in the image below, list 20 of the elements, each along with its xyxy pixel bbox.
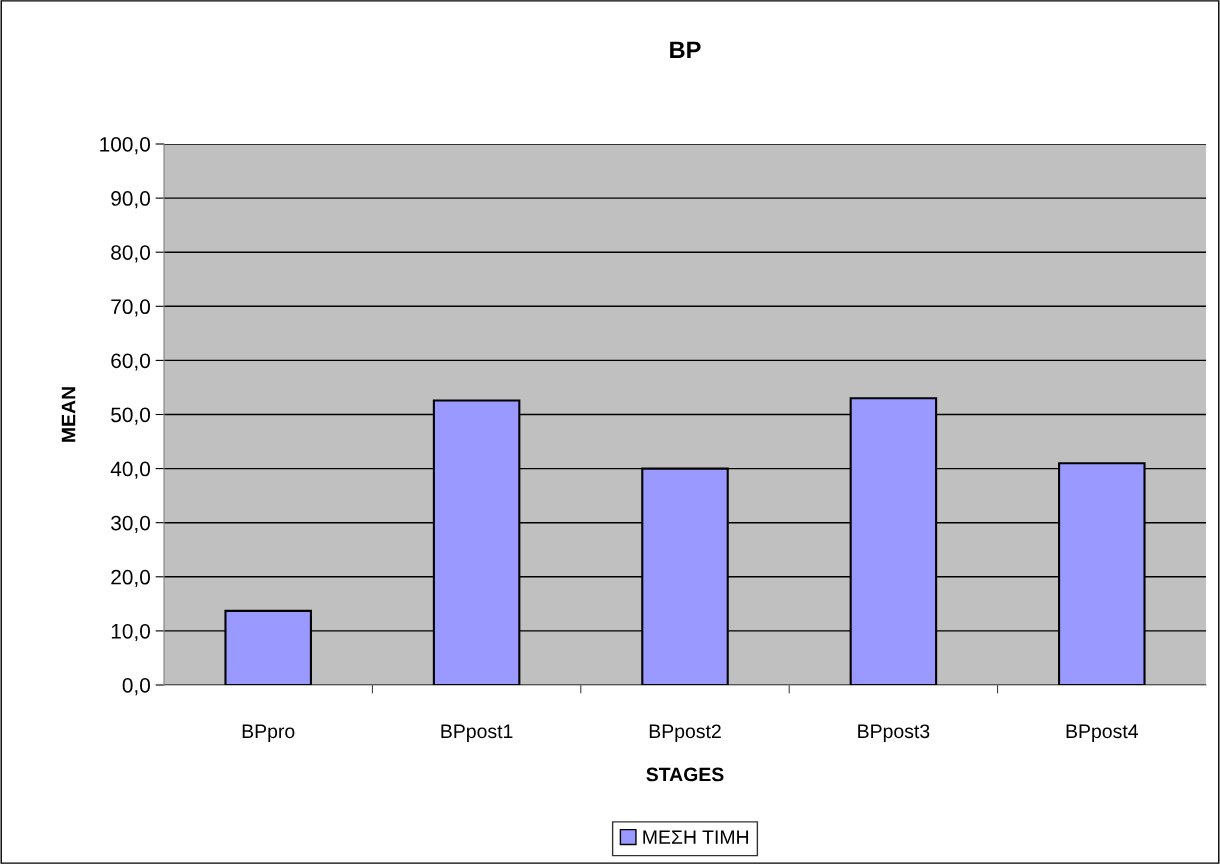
- x-axis-title: STAGES: [646, 767, 724, 782]
- y-tick-label: 10,0: [111, 623, 150, 642]
- x-tick-label: BPpro: [242, 724, 295, 743]
- x-tick-label: BPpost4: [1066, 724, 1138, 743]
- y-tick-label: 60,0: [111, 353, 150, 371]
- y-tick-label: 70,0: [111, 299, 150, 317]
- y-tick-label: 100,0: [100, 137, 150, 155]
- y-tick-label: 80,0: [111, 245, 150, 263]
- y-tick-label: 30,0: [111, 515, 150, 533]
- legend-label: ΜΕΣΗ ΤΙΜΗ: [643, 830, 749, 844]
- y-tick-label: 40,0: [110, 461, 150, 479]
- chart-title: BP: [670, 41, 701, 58]
- y-tick-label: 0,0: [122, 678, 150, 696]
- y-tick-label: 20,0: [111, 569, 150, 588]
- x-tick-label: BPpost3: [858, 724, 930, 743]
- y-tick-label: 50,0: [111, 407, 150, 425]
- y-tick-label: 90,0: [111, 191, 150, 209]
- y-axis-title: MEAN: [61, 387, 76, 442]
- x-tick-label: BPpost1: [441, 724, 513, 743]
- x-tick-label: BPpost2: [649, 724, 721, 743]
